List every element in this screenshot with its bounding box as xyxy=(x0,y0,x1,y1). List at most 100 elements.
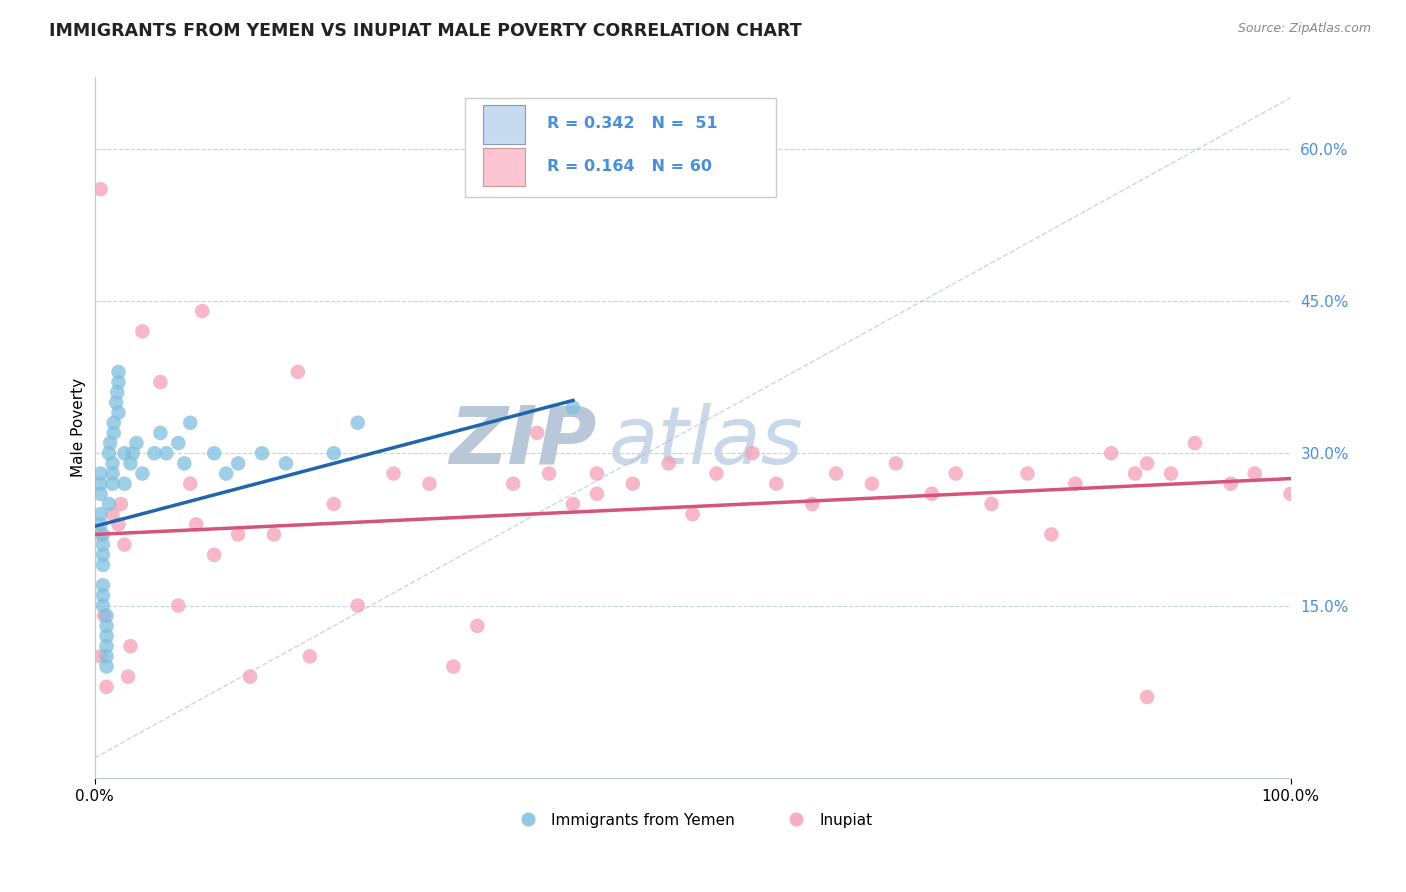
Point xyxy=(250,446,273,460)
Point xyxy=(96,649,118,664)
Point xyxy=(322,497,344,511)
Point xyxy=(91,589,114,603)
Point xyxy=(120,639,142,653)
Point xyxy=(884,456,907,470)
Point xyxy=(107,375,129,389)
Text: IMMIGRANTS FROM YEMEN VS INUPIAT MALE POVERTY CORRELATION CHART: IMMIGRANTS FROM YEMEN VS INUPIAT MALE PO… xyxy=(49,22,801,40)
Point xyxy=(1040,527,1063,541)
Point xyxy=(91,548,114,562)
Point xyxy=(682,507,704,521)
Legend: Immigrants from Yemen, Inupiat: Immigrants from Yemen, Inupiat xyxy=(508,806,879,834)
Point xyxy=(586,467,609,481)
Point xyxy=(179,476,201,491)
Text: atlas: atlas xyxy=(609,403,804,481)
Point xyxy=(91,578,114,592)
Point xyxy=(1279,487,1302,501)
Point xyxy=(202,548,225,562)
Point xyxy=(143,446,166,460)
Point xyxy=(538,467,561,481)
Point xyxy=(101,507,124,521)
Text: R = 0.342   N =  51: R = 0.342 N = 51 xyxy=(547,116,717,131)
Point xyxy=(96,680,118,694)
Point xyxy=(215,467,238,481)
Point xyxy=(226,456,249,470)
Point xyxy=(91,558,114,572)
Point xyxy=(526,425,548,440)
Point xyxy=(101,467,124,481)
Point xyxy=(105,385,128,400)
Point xyxy=(107,365,129,379)
Point xyxy=(191,304,214,318)
FancyBboxPatch shape xyxy=(484,147,526,186)
Point xyxy=(1243,467,1265,481)
Point xyxy=(921,487,943,501)
Point xyxy=(765,476,787,491)
Point xyxy=(382,467,405,481)
Point xyxy=(322,446,344,460)
Point xyxy=(90,527,112,541)
Point xyxy=(1136,456,1159,470)
Point xyxy=(117,670,139,684)
Point xyxy=(107,406,129,420)
Point xyxy=(1160,467,1182,481)
Point xyxy=(98,436,121,450)
Point xyxy=(101,456,124,470)
Text: Source: ZipAtlas.com: Source: ZipAtlas.com xyxy=(1237,22,1371,36)
Point xyxy=(860,476,883,491)
Point xyxy=(114,538,136,552)
Point xyxy=(346,599,368,613)
Point xyxy=(298,649,321,664)
Point xyxy=(1099,446,1122,460)
Point xyxy=(980,497,1002,511)
Point xyxy=(101,476,124,491)
Point xyxy=(149,375,172,389)
Point xyxy=(90,467,112,481)
Point xyxy=(91,599,114,613)
Point xyxy=(114,446,136,460)
Point xyxy=(91,538,114,552)
Point xyxy=(658,456,681,470)
Point xyxy=(1219,476,1241,491)
Point xyxy=(120,456,142,470)
Point xyxy=(96,608,118,623)
Point xyxy=(91,527,114,541)
Text: R = 0.164   N = 60: R = 0.164 N = 60 xyxy=(547,159,711,174)
Point xyxy=(226,527,249,541)
Point xyxy=(110,497,132,511)
Point xyxy=(1184,436,1206,450)
Point xyxy=(263,527,285,541)
Point xyxy=(502,476,524,491)
Point xyxy=(825,467,848,481)
Point xyxy=(90,487,112,501)
Point xyxy=(90,182,112,196)
Point xyxy=(179,416,201,430)
Point xyxy=(149,425,172,440)
Point xyxy=(90,517,112,532)
FancyBboxPatch shape xyxy=(484,105,526,144)
Point xyxy=(706,467,728,481)
Point xyxy=(287,365,309,379)
Point xyxy=(801,497,824,511)
FancyBboxPatch shape xyxy=(465,98,776,196)
Point xyxy=(96,629,118,643)
Point xyxy=(239,670,262,684)
Y-axis label: Male Poverty: Male Poverty xyxy=(72,378,86,477)
Point xyxy=(1136,690,1159,704)
Point xyxy=(945,467,967,481)
Point xyxy=(114,476,136,491)
Point xyxy=(1017,467,1039,481)
Point xyxy=(96,659,118,673)
Point xyxy=(274,456,297,470)
Point xyxy=(131,467,153,481)
Point xyxy=(96,639,118,653)
Point xyxy=(741,446,763,460)
Point xyxy=(121,446,143,460)
Point xyxy=(621,476,644,491)
Point xyxy=(586,487,609,501)
Point xyxy=(441,659,464,673)
Point xyxy=(202,446,225,460)
Point xyxy=(105,395,128,409)
Point xyxy=(90,476,112,491)
Point xyxy=(1123,467,1146,481)
Point xyxy=(103,416,125,430)
